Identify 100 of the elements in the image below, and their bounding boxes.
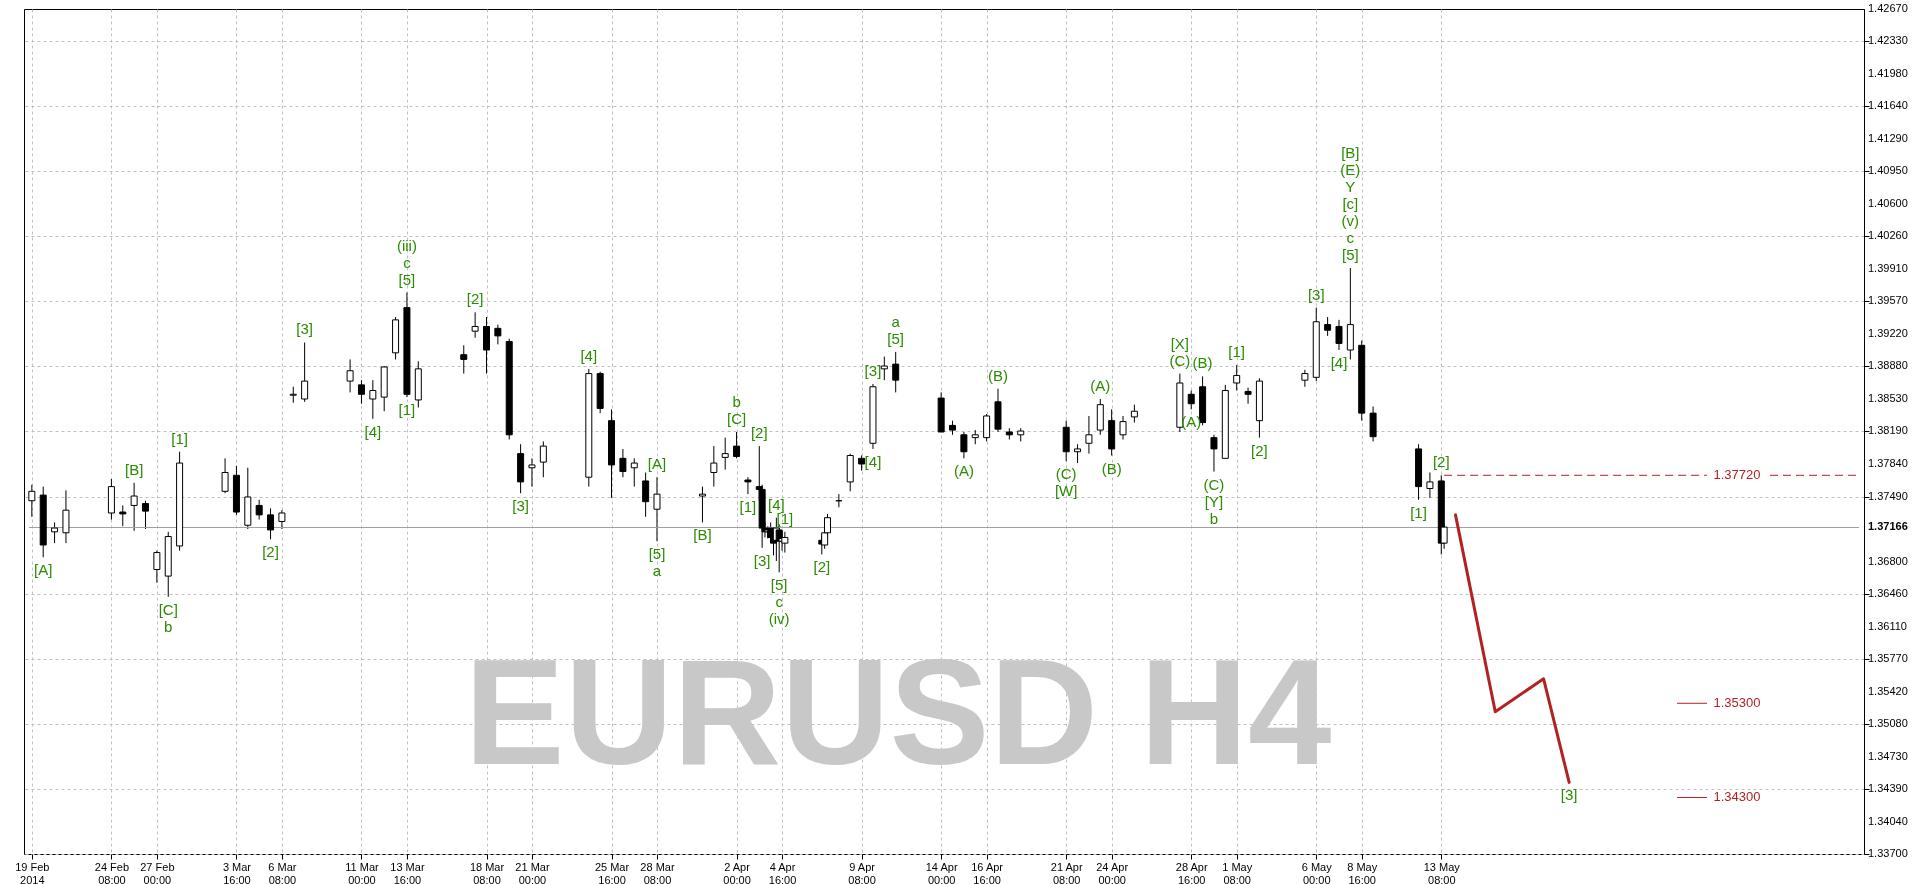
annotation: [2] [466, 290, 484, 308]
annotation: [C] [726, 409, 747, 427]
y-tick-label: 1.36800 [1868, 554, 1908, 567]
candlestick [698, 486, 706, 523]
annotation: (v) [1341, 212, 1360, 230]
annotation: [5] [398, 270, 416, 288]
y-tick-label: 1.37490 [1868, 489, 1908, 502]
candlestick [301, 341, 309, 403]
ref-line-label: 1.34300 [1713, 789, 1761, 805]
x-tick-label: 3 Mar 16:00 [222, 860, 252, 884]
candlestick [1233, 364, 1241, 392]
annotation: [3] [753, 551, 771, 569]
candlestick [346, 358, 354, 393]
annotation: [X] [1170, 334, 1190, 352]
candlestick [1074, 443, 1082, 464]
candlestick [960, 431, 968, 459]
y-tick-label: 1.38530 [1868, 392, 1908, 404]
annotation: [3] [1560, 786, 1578, 804]
annotation: [A] [34, 561, 53, 579]
y-tick-label: 1.42670 [1868, 2, 1908, 14]
candlestick [494, 324, 502, 345]
candlestick [983, 413, 991, 442]
y-tick-label: 1.40600 [1868, 197, 1908, 209]
x-tick-label: 25 Mar 16:00 [594, 860, 630, 884]
candlestick [460, 344, 468, 375]
annotation: Y [1345, 178, 1356, 196]
candlestick [278, 509, 286, 530]
annotation: [3] [1307, 285, 1325, 303]
x-tick-label: 8 May 16:00 [1347, 860, 1378, 884]
candlestick [1426, 471, 1434, 499]
annotation: [1] [171, 429, 188, 447]
candlestick [1324, 316, 1332, 337]
annotation: c [403, 253, 412, 271]
annotation: [A] [647, 455, 667, 473]
annotation: [B] [124, 460, 144, 478]
annotation: (B) [987, 366, 1008, 384]
annotation: a [891, 312, 901, 330]
candlestick [28, 484, 36, 518]
annotation: c [775, 593, 784, 611]
x-tick-label: 2 Apr 00:00 [723, 860, 751, 884]
y-tick-label: 1.39570 [1868, 294, 1908, 307]
y-tick-label: 1.35420 [1868, 684, 1908, 697]
annotation: [1] [1228, 343, 1246, 361]
annotation: [2] [1432, 453, 1450, 471]
candlestick [892, 351, 900, 393]
candlestick [221, 457, 229, 494]
y-tick-label: 1.36460 [1868, 587, 1908, 599]
ref-line-label: 1.37166 [1868, 520, 1908, 533]
candlestick [153, 550, 161, 584]
annotation: [4] [364, 422, 382, 440]
y-tick-label: 1.34040 [1868, 814, 1908, 827]
x-tick-label: 21 Mar 00:00 [515, 860, 550, 884]
candlestick [630, 457, 638, 488]
annotation: (iv) [768, 610, 790, 628]
x-tick-label: 13 May 08:00 [1423, 860, 1461, 884]
candlestick [539, 440, 547, 478]
candlestick [1335, 319, 1343, 351]
candlestick [733, 431, 741, 459]
x-tick-label: 27 Feb 00:00 [140, 860, 175, 884]
candlestick [51, 521, 59, 544]
annotation: (iii) [396, 236, 417, 254]
annotation: (E) [1340, 161, 1361, 179]
x-tick-label: 1 May 08:00 [1222, 860, 1253, 884]
annotation: [1] [398, 401, 416, 419]
candlestick [62, 489, 70, 544]
candlestick [619, 448, 627, 478]
y-tick-label: 1.37840 [1868, 457, 1908, 469]
candlestick [1244, 387, 1252, 405]
y-tick-label: 1.39220 [1868, 327, 1908, 339]
annotation: b [732, 392, 741, 410]
candlestick [642, 471, 650, 518]
y-tick-label: 1.38190 [1868, 424, 1908, 437]
annotation: [5] [887, 329, 905, 347]
annotation: [4] [864, 452, 882, 470]
y-tick-label: 1.33700 [1868, 847, 1908, 859]
x-tick-label: 16 Apr 16:00 [971, 860, 1004, 884]
x-tick-label: 6 May 00:00 [1301, 860, 1333, 884]
candlestick [1301, 369, 1309, 388]
annotation: (B) [1192, 354, 1213, 372]
candlestick [471, 311, 479, 339]
y-tick-label: 1.41980 [1868, 67, 1908, 79]
y-tick-label: 1.41290 [1868, 132, 1908, 144]
annotation: [2] [262, 543, 279, 561]
candlestick [142, 500, 150, 530]
candlestick [119, 504, 127, 527]
x-tick-label: 14 Apr 00:00 [925, 860, 958, 884]
annotation: [B] [1341, 144, 1360, 162]
candlestick [369, 379, 377, 420]
candlestick [357, 379, 365, 405]
candlestick [483, 316, 490, 375]
x-tick-label: 6 Mar 08:00 [268, 860, 297, 884]
annotation: [5] [648, 545, 666, 563]
candlestick [744, 476, 752, 495]
annotation: [C] [158, 600, 178, 618]
y-tick-label: 1.42330 [1868, 34, 1908, 47]
ref-line-label: 1.35300 [1713, 695, 1761, 711]
candlestick [255, 499, 263, 521]
annotation: [2] [813, 558, 831, 576]
candlestick [1369, 406, 1377, 442]
annotation: [1] [739, 498, 757, 516]
